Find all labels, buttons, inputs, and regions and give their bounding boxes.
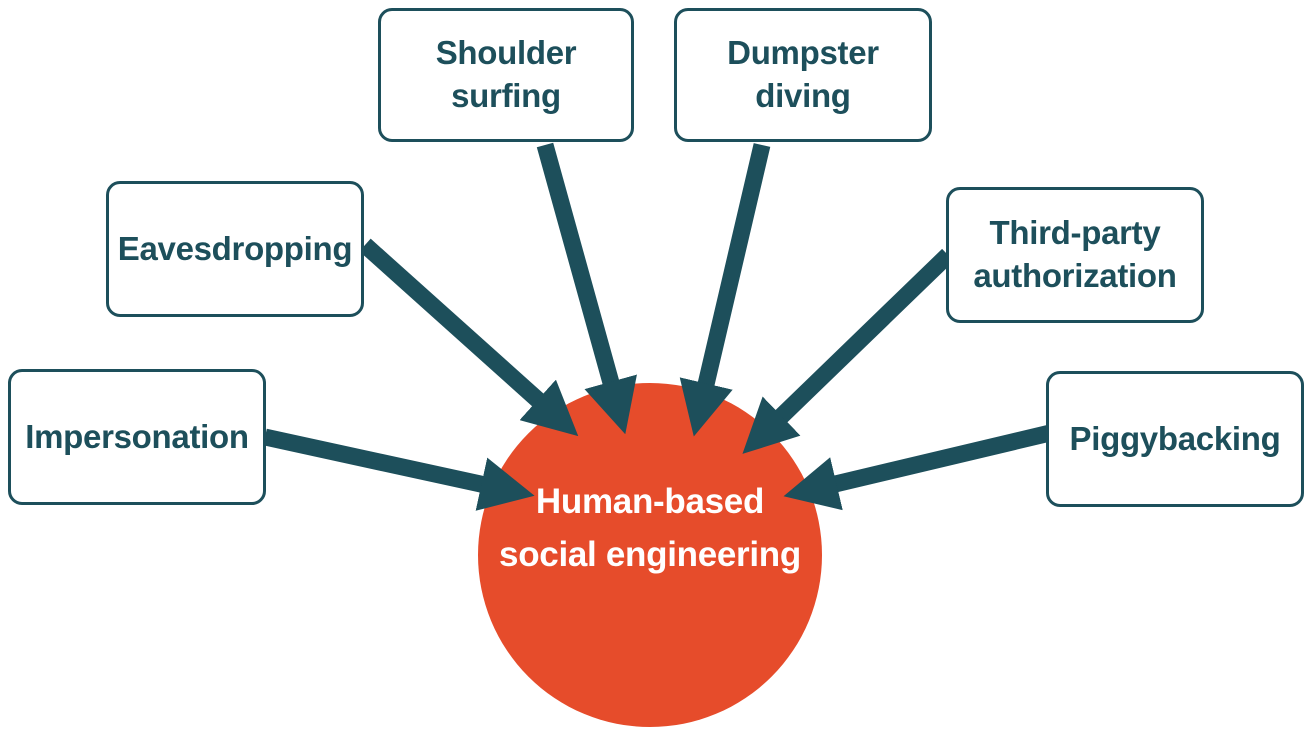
node-label: Third-party authorization (973, 214, 1177, 294)
node-label: Piggybacking (1069, 419, 1281, 457)
arrow-piggybacking (783, 424, 1052, 511)
node-label: Impersonation (25, 417, 249, 455)
hub-circle (478, 383, 822, 727)
node-label: Shoulder surfing (435, 34, 577, 114)
arrow-shoulder-surfing (536, 142, 637, 435)
node-shoulder-surfing: Shoulder surfing (378, 8, 634, 142)
node-third-party-authorization: Third-party authorization (946, 187, 1204, 323)
node-label: Dumpster diving (727, 34, 879, 114)
node-label: Eavesdropping (117, 229, 353, 267)
node-dumpster-diving: Dumpster diving (674, 8, 932, 142)
node-piggybacking: Piggybacking (1046, 371, 1304, 507)
node-eavesdropping: Eavesdropping (106, 181, 364, 317)
arrow-third-party-authorization (742, 248, 954, 454)
arrow-dumpster-diving (679, 143, 771, 437)
arrow-eavesdropping (359, 238, 579, 437)
hub-label: Human-based social engineering (499, 482, 801, 574)
node-impersonation: Impersonation (8, 369, 266, 505)
arrow-impersonation (263, 428, 535, 511)
